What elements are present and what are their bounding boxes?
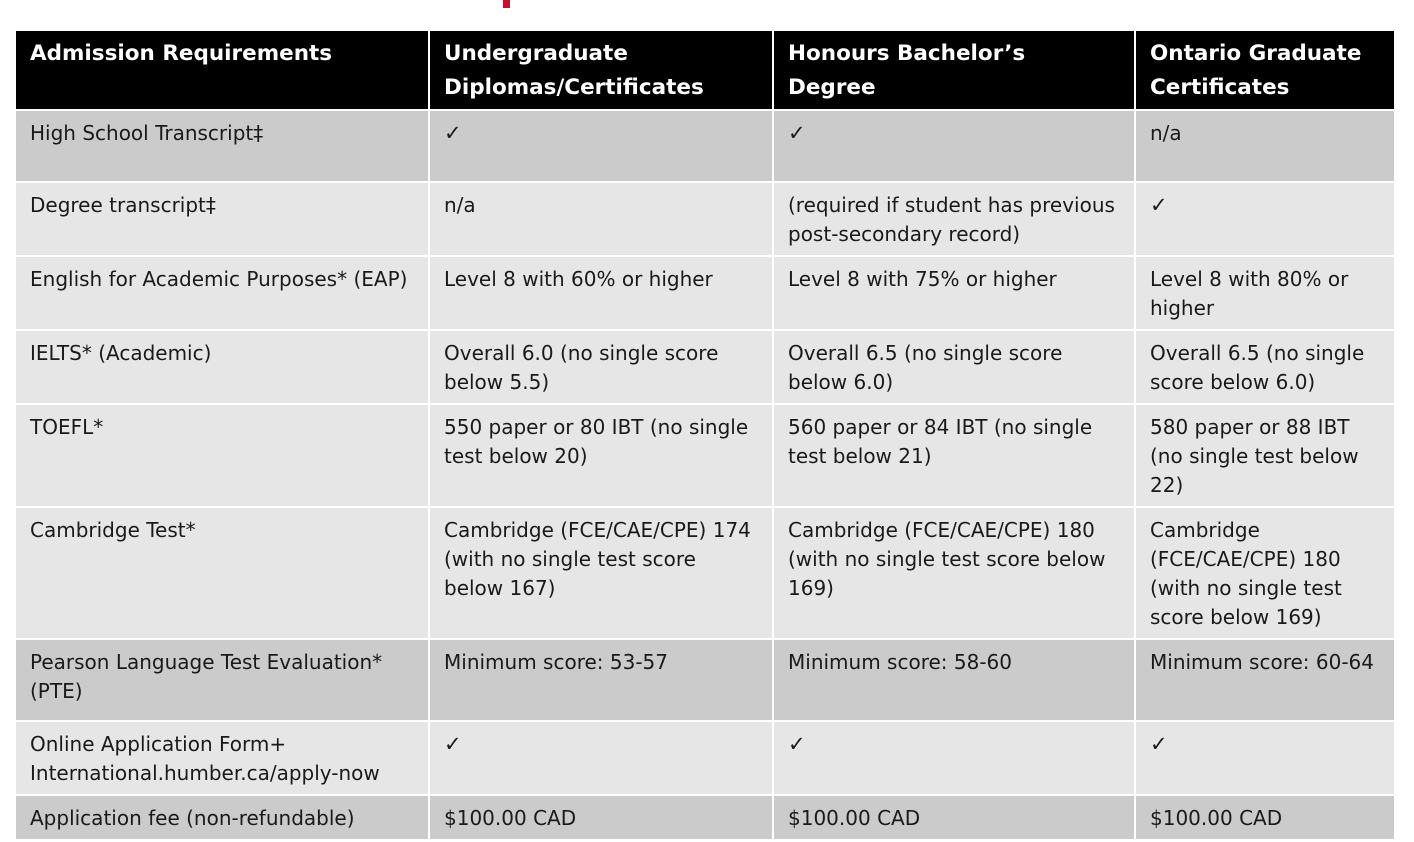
requirement-label: Degree transcript‡ [14,181,430,257]
table-cell: $100.00 CAD [1134,794,1396,841]
table-cell: ✓ [428,109,774,183]
requirement-label: IELTS* (Academic) [14,329,430,405]
table-cell: Cambridge (FCE/CAE/CPE) 180 (with no sin… [772,506,1136,640]
table-cell: Cambridge (FCE/CAE/CPE) 174 (with no sin… [428,506,774,640]
requirement-label: Online Application Form+ International.h… [14,720,430,796]
table-cell: 580 paper or 88 IBT (no single test belo… [1134,403,1396,508]
table-row: Pearson Language Test Evaluation* (PTE) … [14,638,1396,722]
table-cell: Overall 6.5 (no single score below 6.0) [1134,329,1396,405]
table-cell: ✓ [1134,181,1396,257]
table-row: TOEFL* 550 paper or 80 IBT (no single te… [14,403,1396,508]
requirement-label: Cambridge Test* [14,506,430,640]
table-cell: Overall 6.0 (no single score below 5.5) [428,329,774,405]
table-row: Online Application Form+ International.h… [14,720,1396,796]
table-cell: ✓ [1134,720,1396,796]
table-row: IELTS* (Academic) Overall 6.0 (no single… [14,329,1396,405]
table-cell: ✓ [772,720,1136,796]
requirement-label: TOEFL* [14,403,430,508]
admission-requirements-table: Admission Requirements Undergraduate Dip… [14,29,1396,841]
table-cell: n/a [428,181,774,257]
table-row: Degree transcript‡ n/a (required if stud… [14,181,1396,257]
table-row: English for Academic Purposes* (EAP) Lev… [14,255,1396,331]
table-cell: n/a [1134,109,1396,183]
table-cell: (required if student has previous post-s… [772,181,1136,257]
table-cell: ✓ [772,109,1136,183]
requirement-label: Pearson Language Test Evaluation* (PTE) [14,638,430,722]
header-admission-requirements: Admission Requirements [14,29,430,111]
table-cell: ✓ [428,720,774,796]
requirement-label: High School Transcript‡ [14,109,430,183]
table-cell: Minimum score: 58-60 [772,638,1136,722]
requirement-label: Application fee (non-refundable) [14,794,430,841]
red-accent-mark [503,0,510,8]
table-cell: Level 8 with 60% or higher [428,255,774,331]
header-undergraduate-diplomas: Undergraduate Diplomas/Certificates [428,29,774,111]
table-cell: Minimum score: 53-57 [428,638,774,722]
table-cell: Cambridge (FCE/CAE/CPE) 180 (with no sin… [1134,506,1396,640]
table-cell: 550 paper or 80 IBT (no single test belo… [428,403,774,508]
table-row: High School Transcript‡ ✓ ✓ n/a [14,109,1396,183]
table-cell: $100.00 CAD [772,794,1136,841]
table-cell: Minimum score: 60-64 [1134,638,1396,722]
table-row: Application fee (non-refundable) $100.00… [14,794,1396,841]
table-cell: $100.00 CAD [428,794,774,841]
table-header-row: Admission Requirements Undergraduate Dip… [14,29,1396,111]
header-ontario-graduate-certificates: Ontario Graduate Certificates [1134,29,1396,111]
table-cell: Overall 6.5 (no single score below 6.0) [772,329,1136,405]
header-honours-bachelors: Honours Bachelor’s Degree [772,29,1136,111]
table-cell: Level 8 with 75% or higher [772,255,1136,331]
requirement-label: English for Academic Purposes* (EAP) [14,255,430,331]
table-cell: 560 paper or 84 IBT (no single test belo… [772,403,1136,508]
table-cell: Level 8 with 80% or higher [1134,255,1396,331]
table-row: Cambridge Test* Cambridge (FCE/CAE/CPE) … [14,506,1396,640]
